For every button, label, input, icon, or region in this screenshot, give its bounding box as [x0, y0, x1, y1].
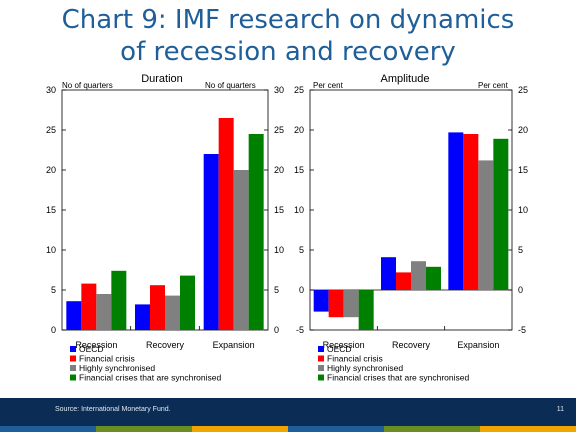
chart1-legend-swatch — [70, 374, 76, 381]
chart2-left-unit-label: Per cent — [313, 81, 344, 90]
chart2-right-tick-label: 10 — [518, 205, 528, 215]
chart2-legend-label: Financial crisis — [327, 354, 383, 364]
chart2-bar — [448, 132, 464, 290]
chart1-legend-label: Financial crisis — [79, 354, 135, 364]
footer-color-strip — [0, 426, 576, 432]
chart2-bar — [411, 261, 426, 290]
footer-strip-segment — [288, 426, 384, 432]
chart1-right-tick-label: 10 — [274, 245, 284, 255]
chart1-bar — [81, 283, 97, 330]
chart2-right-tick-label: 20 — [518, 125, 528, 135]
chart1-bar — [180, 275, 195, 330]
chart2-left-tick-label: -5 — [296, 325, 304, 335]
chart1-right-tick-label: 20 — [274, 165, 284, 175]
chart1-legend-swatch — [70, 365, 76, 371]
chart1-category-label: Recession — [75, 340, 117, 350]
chart2-bar — [463, 134, 479, 290]
slide-title-line-2: of recession and recovery — [120, 37, 456, 67]
chart2-right-tick-label: 25 — [518, 85, 528, 95]
chart1-legend-label: Highly synchronised — [79, 363, 155, 373]
chart2-right-tick-label: -5 — [518, 325, 526, 335]
chart1-right-unit-label: No of quarters — [205, 81, 256, 90]
chart1-left-tick-label: 10 — [46, 245, 56, 255]
chart1-right-tick-label: 5 — [274, 285, 279, 295]
chart1-left-tick-label: 20 — [46, 165, 56, 175]
chart1-bar — [135, 304, 150, 330]
chart2-left-tick-label: 5 — [299, 245, 304, 255]
chart1-bar — [66, 301, 82, 330]
chart1-legend-label: Financial crises that are synchronised — [79, 373, 221, 383]
charts-canvas: Duration No of quarters No of quarters 0 0 5 5… — [46, 73, 528, 383]
chart1-right-tick-label: 15 — [274, 205, 284, 215]
chart2-bar — [396, 272, 411, 290]
chart2-legend-swatch — [318, 374, 324, 381]
chart2-legend-swatch — [318, 355, 324, 362]
footer-bar: Source: International Monetary Fund. 11 — [0, 398, 576, 426]
chart2-category-label: Recession — [323, 340, 365, 350]
chart1-left-tick-label: 0 — [51, 325, 56, 335]
chart2-left-tick-label: 10 — [294, 205, 304, 215]
chart2-bar — [358, 290, 374, 330]
chart2-bar — [313, 290, 329, 312]
chart2-right-tick-label: 5 — [518, 245, 523, 255]
footer-strip-segment — [384, 426, 480, 432]
chart1-left-tick-label: 15 — [46, 205, 56, 215]
chart1-left-tick-label: 25 — [46, 125, 56, 135]
chart1-bar — [96, 294, 112, 330]
chart2-bar — [493, 138, 509, 290]
chart1-bar — [165, 295, 180, 330]
footer-source: Source: International Monetary Fund. — [55, 406, 171, 413]
page-number: 11 — [556, 406, 564, 413]
chart1-bar — [248, 134, 264, 330]
chart2-right-tick-label: 0 — [518, 285, 523, 295]
chart2-bar — [343, 290, 359, 318]
chart2-bar — [426, 266, 441, 290]
chart1-bar — [233, 170, 249, 330]
chart2-left-tick-label: 15 — [294, 165, 304, 175]
chart1-right-tick-label: 30 — [274, 85, 284, 95]
chart1-bar — [203, 154, 219, 330]
chart2-right-unit-label: Per cent — [478, 81, 509, 90]
chart2-title: Amplitude — [381, 73, 430, 85]
chart1-legend-swatch — [70, 346, 76, 352]
chart2-bar — [381, 257, 396, 290]
chart1-legend-label: OECD — [79, 344, 104, 354]
chart1-legend-swatch — [70, 355, 76, 362]
chart1-category-label: Expansion — [213, 340, 255, 350]
footer-strip-segment — [192, 426, 288, 432]
footer-strip-segment — [96, 426, 192, 432]
footer-strip-segment — [0, 426, 96, 432]
chart1-bar — [150, 285, 165, 330]
chart2-legend-label: OECD — [327, 344, 352, 354]
chart2-category-label: Expansion — [457, 340, 499, 350]
chart2-bar — [478, 160, 494, 290]
chart2-legend-label: Financial crises that are synchronised — [327, 373, 469, 383]
chart2-left-tick-label: 20 — [294, 125, 304, 135]
chart2-category-label: Recovery — [392, 340, 431, 350]
chart2-legend-swatch — [318, 365, 324, 371]
footer-strip-segment — [480, 426, 576, 432]
slide-title-line-1: Chart 9: IMF research on dynamics — [61, 5, 515, 35]
chart2-bar — [328, 290, 344, 318]
chart1-bar — [218, 118, 234, 330]
chart2-left-tick-label: 25 — [294, 85, 304, 95]
slide-title: Chart 9: IMF research on dynamics of rec… — [0, 4, 576, 68]
chart1-right-tick-label: 25 — [274, 125, 284, 135]
chart2-left-tick-label: 0 — [299, 285, 304, 295]
chart1-category-label: Recovery — [146, 340, 185, 350]
chart1-left-tick-label: 5 — [51, 285, 56, 295]
chart1-right-tick-label: 0 — [274, 325, 279, 335]
chart1-title: Duration — [141, 73, 183, 85]
chart2-right-tick-label: 15 — [518, 165, 528, 175]
chart1-bar — [111, 270, 127, 330]
chart1-left-tick-label: 30 — [46, 85, 56, 95]
chart2-legend-swatch — [318, 346, 324, 352]
chart1-left-unit-label: No of quarters — [62, 81, 113, 90]
chart2-legend-label: Highly synchronised — [327, 363, 403, 373]
